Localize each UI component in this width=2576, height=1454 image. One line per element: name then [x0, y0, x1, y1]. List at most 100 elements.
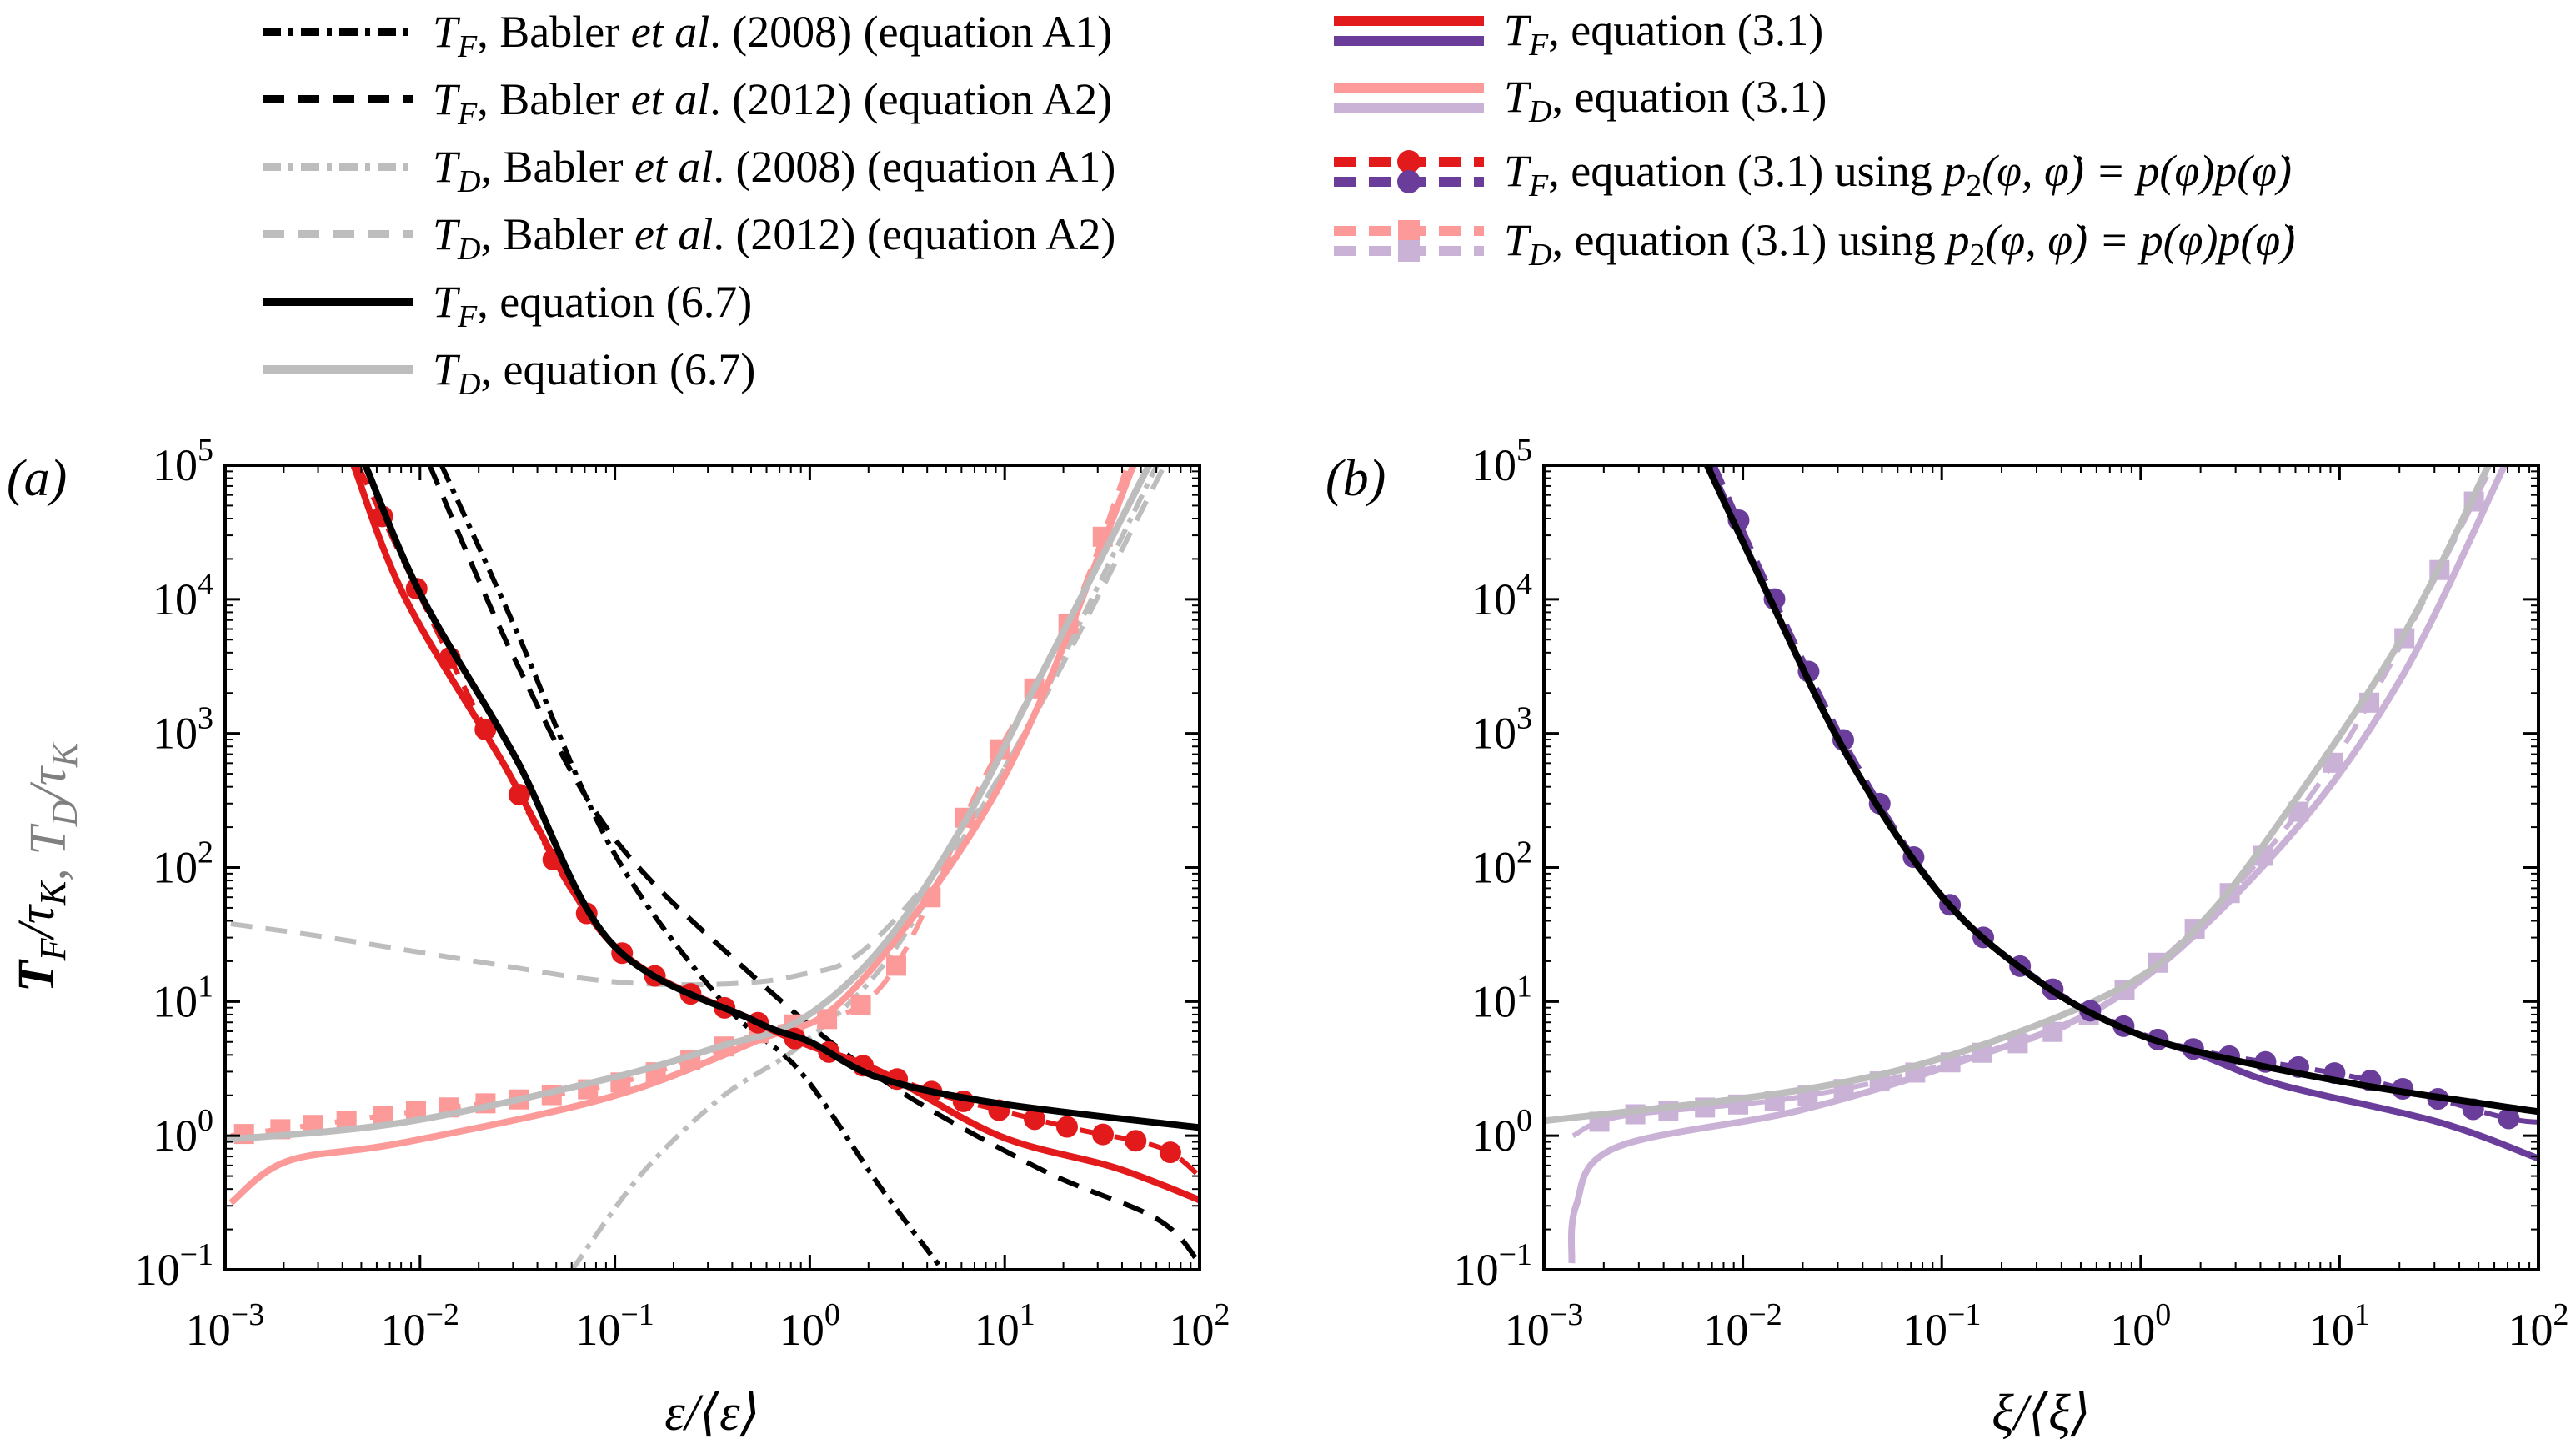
legend-symbol: T: [433, 209, 461, 259]
legend-subscript: D: [457, 232, 480, 267]
legend-text: (φ, φ̇) =: [1982, 146, 2137, 196]
legend-item: TD, equation (3.1) using p2(φ, φ̇) = p(φ…: [1334, 215, 2295, 273]
data-point-square: [850, 995, 871, 1015]
legend-text: , Babler: [477, 74, 630, 124]
legend-subscript: F: [457, 29, 478, 64]
legend-text: , equation (3.1): [1548, 5, 1823, 55]
tick-exponent: 2: [2553, 1297, 2569, 1332]
y-tick-label: 10−1: [135, 1237, 213, 1295]
tick-exponent: 2: [198, 835, 213, 870]
legend-text: p(φ)p(φ̇): [2133, 146, 2292, 196]
y-label-text: /τ: [8, 903, 65, 940]
tick-exponent: 4: [198, 567, 213, 602]
legend-text: , equation (3.1) using: [1548, 146, 1943, 196]
tick-base: 10: [575, 1305, 620, 1355]
tick-base: 10: [153, 574, 198, 624]
legend-item: TD, Babler et al. (2008) (equation A1): [263, 142, 1115, 199]
legend-subscript: D: [1528, 94, 1551, 129]
series: [230, 465, 1167, 988]
legend-text: . (2012) (equation A2): [709, 74, 1112, 124]
legend-symbol: T: [1504, 72, 1532, 122]
legend-text: et al: [634, 142, 713, 192]
legend-label: TD, equation (6.7): [433, 344, 755, 402]
legend-item: TF, equation (3.1): [1334, 5, 1823, 63]
x-tick-label: 101: [2309, 1297, 2370, 1355]
legend-label: TD, Babler et al. (2012) (equation A2): [433, 209, 1115, 267]
series-line: [1567, 465, 2508, 1264]
y-label-subscript: D: [44, 800, 85, 827]
tick-exponent: −1: [620, 1297, 654, 1332]
x-tick-label: 10−3: [1505, 1297, 1583, 1355]
y-label-symbol: T: [8, 959, 65, 992]
series: [439, 465, 945, 1270]
legend-symbol: T: [1504, 146, 1532, 196]
legend-item: TF, equation (6.7): [263, 277, 752, 334]
tick-exponent: 1: [198, 969, 213, 1004]
legend-text: . (2008) (equation A1): [709, 7, 1112, 57]
x-tick-label: 10−3: [186, 1297, 264, 1355]
panel-label: (a): [7, 450, 67, 507]
legend-subscript: D: [457, 164, 480, 199]
y-label-text: /τ: [20, 765, 77, 802]
data-point-square: [817, 1009, 838, 1030]
series: [427, 465, 1200, 1266]
tick-base: 10: [186, 1305, 231, 1355]
tick-base: 10: [1902, 1305, 1947, 1355]
legend-symbol: T: [1504, 215, 1532, 265]
tick-base: 10: [1505, 1305, 1550, 1355]
data-point-square: [2042, 1021, 2063, 1042]
series-line: [225, 465, 1152, 1143]
legend-marker-circle: [1397, 150, 1421, 173]
legend-symbol: T: [433, 74, 461, 124]
x-tick-label: 10−2: [381, 1297, 459, 1355]
series-line: [228, 465, 1137, 1206]
panel-a: 10−3 10−2 10−1 100 101 10210−1100101102103104…: [7, 433, 1230, 1441]
legend-label: TF, equation (3.1): [1504, 5, 1823, 63]
series-line: [1711, 465, 2538, 1125]
tick-exponent: 0: [198, 1103, 213, 1138]
tick-exponent: 5: [198, 433, 213, 468]
legend-text: , Babler: [477, 7, 630, 57]
tick-exponent: 3: [198, 701, 213, 736]
legend-text: , equation (3.1): [1552, 72, 1827, 122]
legend-subscript: D: [1528, 238, 1551, 273]
tick-exponent: −2: [1748, 1297, 1782, 1332]
tick-exponent: −1: [1499, 1237, 1532, 1272]
ticks: [223, 464, 1201, 1271]
plot-frame: [1542, 464, 2540, 1271]
y-label-subscript: K: [44, 740, 85, 768]
tick-base: 10: [2508, 1305, 2553, 1355]
tick-exponent: −1: [1947, 1297, 1981, 1332]
y-tick-label: 100: [1471, 1103, 1532, 1161]
series: [569, 465, 1160, 1270]
x-tick-label: 102: [2508, 1297, 2569, 1355]
series: [355, 465, 1200, 1179]
series: [228, 465, 1137, 1206]
y-tick-label: 103: [153, 701, 213, 759]
series: [230, 465, 1130, 1145]
legend-label: TF, Babler et al. (2012) (equation A2): [433, 74, 1112, 132]
y-label-sep: ,: [20, 855, 77, 881]
legend-text: et al: [634, 209, 713, 259]
y-tick-label: 104: [1471, 567, 1532, 624]
legend-left: TF, Babler et al. (2008) (equation A1)TF…: [263, 7, 1115, 402]
plot-area: [225, 465, 1200, 1270]
legend-text: , Babler: [481, 209, 634, 259]
tick-exponent: −3: [231, 1297, 264, 1332]
legend-symbol: T: [1504, 5, 1532, 55]
tick-exponent: 4: [1516, 567, 1532, 602]
tick-base: 10: [975, 1305, 1020, 1355]
legend-label: TF, Babler et al. (2008) (equation A1): [433, 7, 1112, 64]
legend-text: p(φ)p(φ̇): [2137, 215, 2296, 265]
legend-text: . (2008) (equation A1): [713, 142, 1115, 192]
x-axis-label: ε/⟨ε⟩: [664, 1385, 759, 1441]
series-line: [362, 465, 1200, 1131]
series: [350, 465, 1200, 1204]
tick-exponent: −1: [180, 1237, 213, 1272]
legend-right: TF, equation (3.1)TD, equation (3.1)TF, …: [1334, 5, 2295, 273]
y-tick-label: 103: [1471, 701, 1532, 759]
y-label-subscript: K: [33, 879, 73, 906]
plot-area: [1544, 465, 2538, 1264]
series-line: [1706, 465, 2538, 1162]
legend-marker-square: [1398, 220, 1420, 242]
